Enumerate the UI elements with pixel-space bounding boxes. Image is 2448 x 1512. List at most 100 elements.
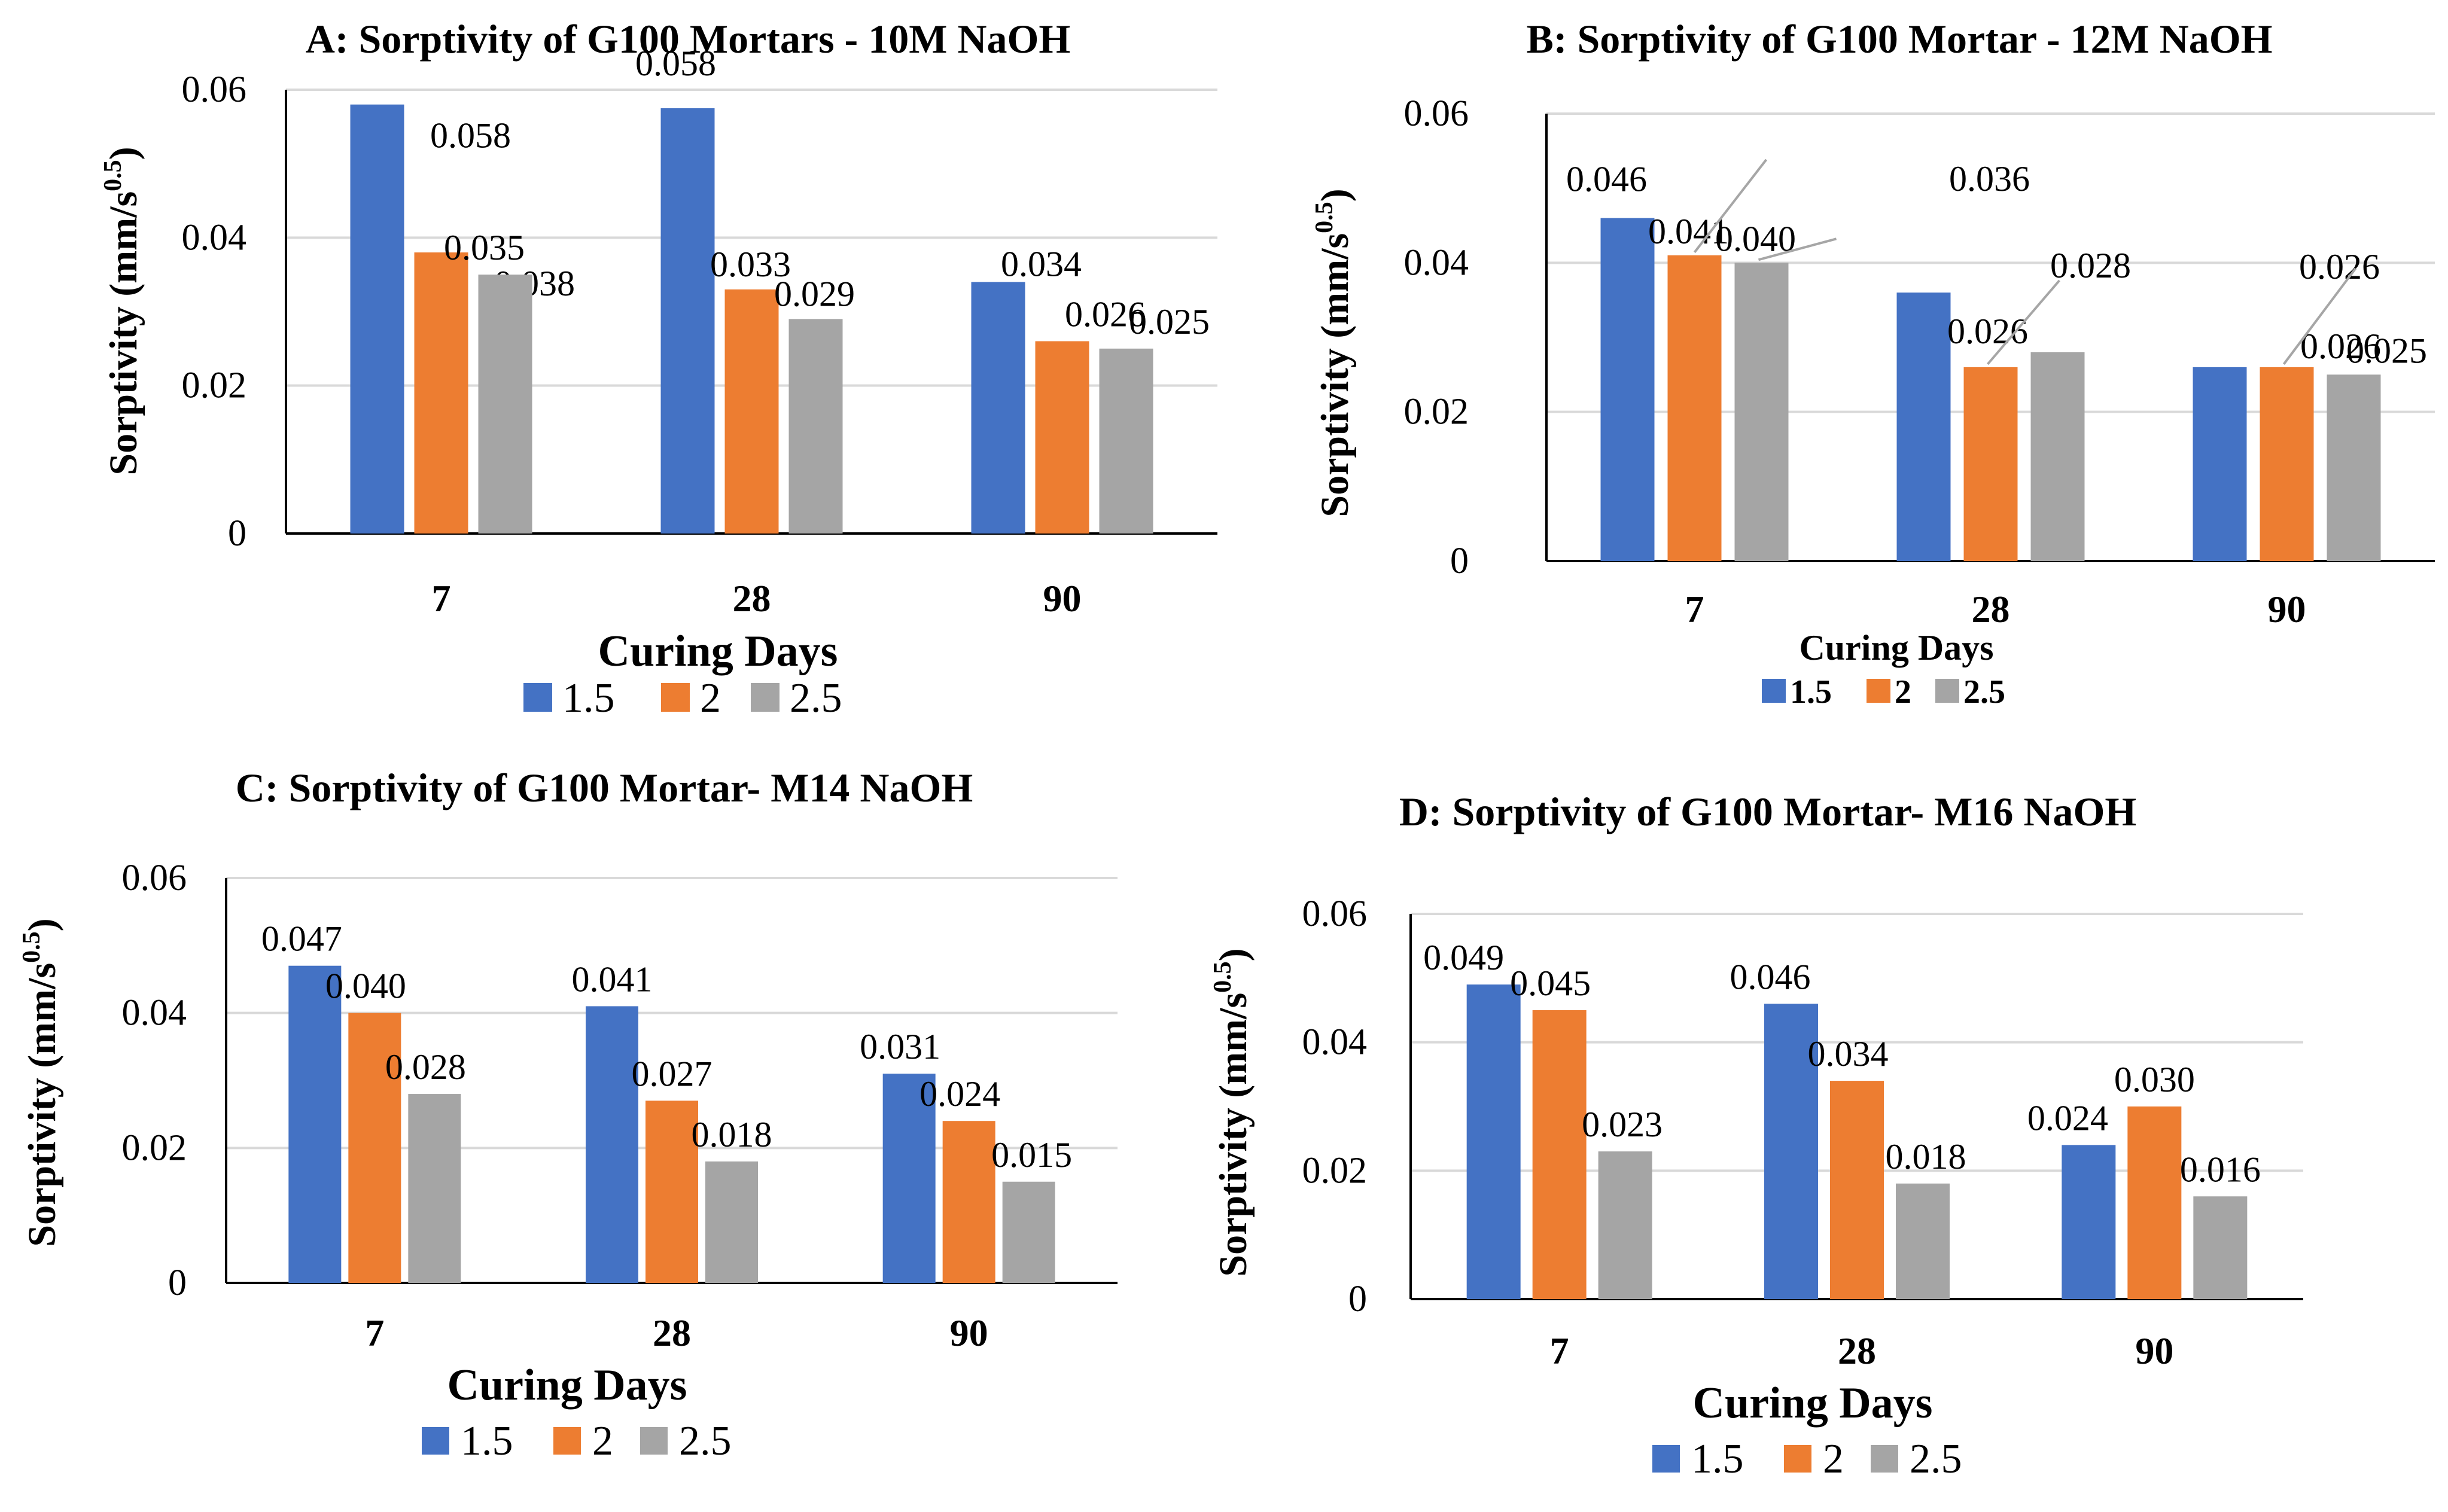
legend-swatch xyxy=(1762,679,1786,703)
data-label: 0.040 xyxy=(325,967,406,1006)
chart-panel-a: A: Sorptivity of G100 Mortars - 10M NaOH… xyxy=(99,16,1217,721)
legend-label: 2 xyxy=(700,675,721,721)
bar-2-28 xyxy=(646,1101,698,1283)
legend-label: 2.5 xyxy=(1910,1436,1962,1482)
legend-swatch xyxy=(1784,1445,1811,1473)
data-label: 0.040 xyxy=(1715,219,1796,258)
bar-2-28 xyxy=(1830,1081,1884,1299)
x-tick-label: 7 xyxy=(365,1312,384,1354)
y-tick-label: 0.04 xyxy=(1302,1022,1368,1063)
bar-2-90 xyxy=(2260,367,2314,561)
bar-2_5-28 xyxy=(705,1161,758,1283)
y-tick-label: 0.02 xyxy=(122,1127,187,1168)
y-tick-label: 0 xyxy=(1348,1279,1367,1319)
bar-1_5-28 xyxy=(1764,1004,1818,1299)
bar-2_5-7 xyxy=(408,1094,461,1283)
legend-swatch xyxy=(553,1427,581,1455)
chart-panel-b: B: Sorptivity of G100 Mortar - 12M NaOH 0… xyxy=(1311,16,2435,711)
bar-2_5-7 xyxy=(1598,1151,1652,1299)
data-label: 0.028 xyxy=(2050,246,2131,285)
data-label: 0.015 xyxy=(991,1135,1072,1175)
y-tick-label: 0.04 xyxy=(182,217,247,258)
bar-1_5-7 xyxy=(1600,218,1655,561)
leader-line xyxy=(1693,158,1768,254)
x-tick-label: 7 xyxy=(1550,1330,1569,1372)
x-tick-label: 28 xyxy=(733,577,771,620)
legend-label: 2.5 xyxy=(1963,673,2005,711)
data-label: 0.046 xyxy=(1730,957,1811,996)
bar-2-28 xyxy=(1963,367,2018,561)
data-label: 0.047 xyxy=(261,919,342,959)
data-label: 0.016 xyxy=(2180,1150,2261,1189)
x-tick-label: 90 xyxy=(2135,1330,2173,1372)
y-tick-label: 0.04 xyxy=(1404,242,1469,283)
data-label: 0.018 xyxy=(692,1115,772,1154)
x-tick-label: 90 xyxy=(1043,577,1082,620)
data-label: 0.028 xyxy=(385,1047,466,1087)
bar-2_5-90 xyxy=(2193,1196,2248,1299)
bar-2_5-28 xyxy=(2030,352,2085,561)
bar-2-7 xyxy=(348,1013,401,1283)
chart-title: C: Sorptivity of G100 Mortar- M14 NaOH xyxy=(236,765,973,810)
chart-panel-c: C: Sorptivity of G100 Mortar- M14 NaOH 0 0… xyxy=(18,765,1118,1464)
legend-label: 1.5 xyxy=(562,675,615,721)
data-label: 0.045 xyxy=(1510,964,1591,1003)
data-label: 0.026 xyxy=(1065,294,1146,334)
chart-title: A: Sorptivity of G100 Mortars - 10M NaOH xyxy=(306,16,1071,62)
bar-2-90 xyxy=(2127,1106,2182,1299)
bar-1_5-90 xyxy=(2062,1145,2116,1299)
y-tick-label: 0.06 xyxy=(182,69,247,110)
legend-label: 2 xyxy=(592,1418,613,1464)
data-label: 0.041 xyxy=(1648,212,1729,251)
legend-label: 2.5 xyxy=(790,675,842,721)
y-tick-label: 0.04 xyxy=(122,993,187,1034)
bar-1_5-7 xyxy=(1466,984,1521,1299)
data-label: 0.026 xyxy=(2299,247,2380,286)
data-label: 0.046 xyxy=(1566,160,1647,199)
bar-2-28 xyxy=(724,289,779,534)
y-tick-label: 0.02 xyxy=(1302,1150,1368,1191)
data-label: 0.025 xyxy=(2346,331,2427,370)
legend-label: 1.5 xyxy=(1790,673,1832,711)
bar-2_5-7 xyxy=(1734,263,1789,561)
bar-2_5-28 xyxy=(1896,1183,1950,1299)
y-axis-label: Sorptivity (mm/s0.5) xyxy=(18,918,64,1246)
legend-swatch xyxy=(751,683,780,712)
leader-line xyxy=(2282,267,2357,365)
chart-title: B: Sorptivity of G100 Mortar - 12M NaOH xyxy=(1526,16,2272,62)
bar-1_5-90 xyxy=(882,1074,936,1283)
y-tick-label: 0.02 xyxy=(182,365,247,406)
y-tick-label: 0.02 xyxy=(1404,392,1469,432)
y-axis-label: Sorptivity (mm/s0.5) xyxy=(1311,188,1357,517)
data-label: 0.034 xyxy=(1001,245,1082,284)
chart-panel-d: D: Sorptivity of G100 Mortar- M16 NaOH 0 0… xyxy=(1209,789,2303,1482)
y-tick-label: 0.06 xyxy=(122,858,187,898)
legend-label: 2.5 xyxy=(679,1418,732,1464)
legend-swatch xyxy=(640,1427,668,1455)
leader-line xyxy=(1986,279,2061,365)
legend-swatch xyxy=(1867,679,1890,703)
data-label: 0.049 xyxy=(1423,938,1504,977)
legend-swatch xyxy=(422,1427,449,1455)
legend-swatch xyxy=(1935,679,1959,703)
data-label: 0.026 xyxy=(2300,327,2381,366)
chart-title: D: Sorptivity of G100 Mortar- M16 NaOH xyxy=(1399,789,2137,834)
bar-1_5-7 xyxy=(288,965,342,1283)
bar-2_5-28 xyxy=(788,319,843,534)
data-label: 0.035 xyxy=(444,228,525,267)
bar-1_5-7 xyxy=(350,104,404,534)
y-axis-label: Sorptivity (mm/s0.5) xyxy=(99,147,145,475)
legend-label: 1.5 xyxy=(461,1418,513,1464)
x-tick-label: 7 xyxy=(1685,588,1704,630)
legend-swatch xyxy=(1652,1445,1680,1473)
bar-2-90 xyxy=(942,1121,995,1283)
x-axis-label: Curing Days xyxy=(598,627,838,676)
data-label: 0.025 xyxy=(1129,302,1210,342)
x-tick-label: 90 xyxy=(2268,588,2306,630)
x-tick-label: 28 xyxy=(1972,588,2010,630)
data-label: 0.027 xyxy=(632,1054,713,1093)
x-axis-label: Curing Days xyxy=(447,1361,687,1410)
bar-2_5-90 xyxy=(1099,348,1153,534)
data-label: 0.036 xyxy=(1949,159,2030,199)
